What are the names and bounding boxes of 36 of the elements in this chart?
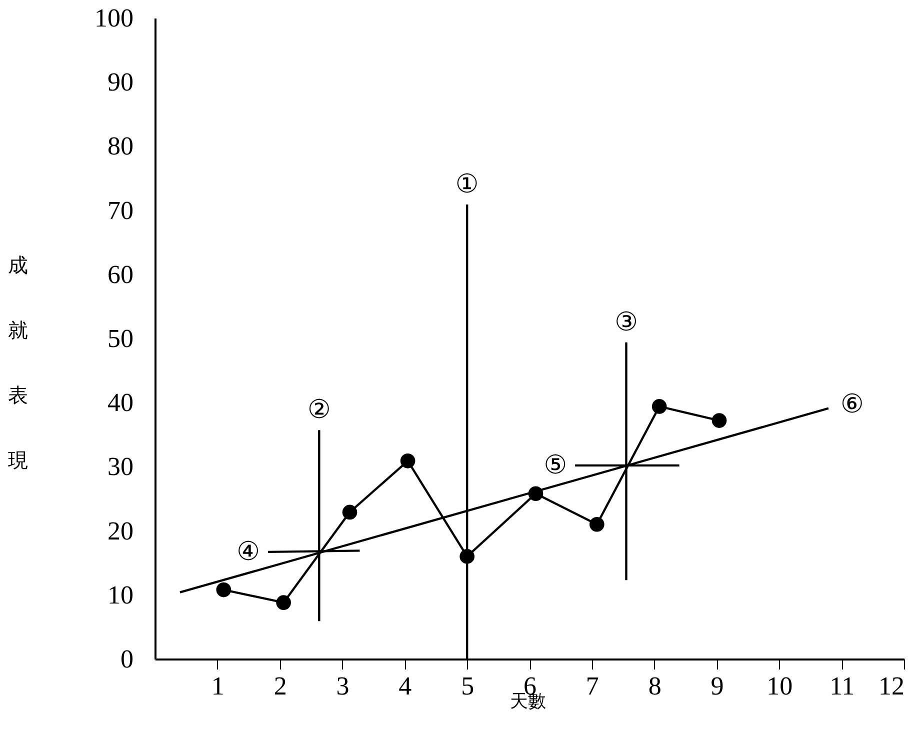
series-label: ⑤ [544, 450, 568, 480]
y-tick-label: 60 [108, 260, 134, 289]
series-label: ② [308, 395, 331, 426]
y-tick-label: 40 [108, 388, 134, 418]
series-label: ① [455, 170, 479, 200]
y-tick-label: 20 [108, 516, 134, 546]
x-tick-label: 11 [830, 672, 855, 700]
y-tick-label: 90 [108, 68, 134, 97]
x-tick-label: 12 [878, 672, 904, 700]
x-tick-label: 8 [648, 672, 662, 700]
point [712, 413, 727, 428]
x-tick-label: 10 [766, 672, 793, 700]
y-tick-label: 0 [120, 644, 134, 674]
y-tick-label: 10 [108, 580, 134, 610]
series-label: ④ [236, 536, 260, 567]
x-tick-label: 4 [398, 672, 412, 700]
x-tick-label: 5 [461, 672, 474, 700]
series-label: ⑥ [840, 389, 864, 420]
point [276, 595, 291, 610]
x-tick-label: 2 [274, 672, 287, 700]
point [589, 516, 604, 532]
point [400, 454, 416, 468]
x-tick-label: 3 [336, 672, 350, 700]
text: 成就表現 [8, 255, 28, 472]
y-tick-label: 70 [108, 196, 134, 225]
point [342, 504, 358, 520]
y-tick-label: 50 [108, 324, 134, 353]
x-tick-label: 7 [586, 672, 599, 700]
y-tick-label: 30 [108, 452, 134, 482]
x-tick-label: 9 [710, 672, 724, 700]
y-tick-label: 80 [108, 132, 134, 161]
point [652, 399, 667, 414]
x-tick-label: 1 [211, 672, 224, 700]
y-tick-label: 100 [94, 4, 134, 32]
series-label: ③ [614, 307, 638, 338]
point [216, 582, 232, 598]
